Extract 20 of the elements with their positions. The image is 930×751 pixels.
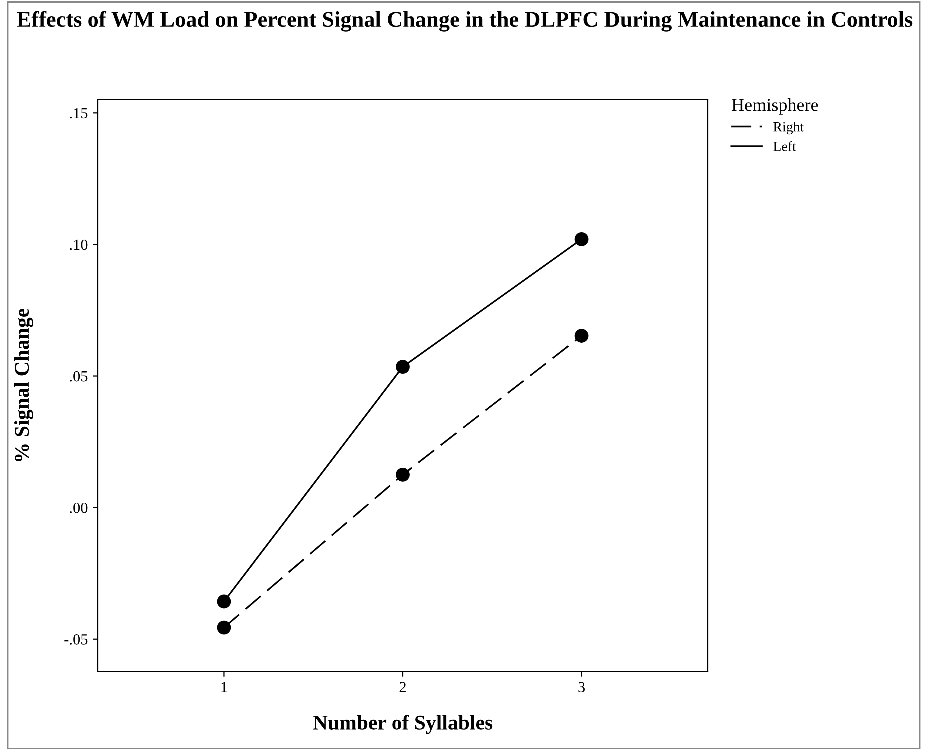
point bbox=[396, 360, 410, 374]
point bbox=[574, 329, 589, 343]
point bbox=[574, 232, 589, 246]
x-axis-title: Number of Syllables bbox=[313, 715, 493, 734]
legend-label: Left bbox=[774, 141, 796, 152]
y-axis-title: % Signal Change bbox=[14, 308, 34, 462]
x-tick-label: 1 bbox=[222, 682, 228, 692]
y-tick-label: .10 bbox=[70, 240, 88, 250]
point bbox=[396, 468, 410, 482]
chart-title: Effects of WM Load on Percent Signal Change in the DLPFC During Maintenance in Controls bbox=[17, 11, 913, 32]
y-tick-label: -.05 bbox=[64, 634, 88, 645]
point bbox=[217, 594, 232, 609]
y-tick-label: .15 bbox=[70, 108, 88, 119]
x-tick-label: 3 bbox=[578, 682, 586, 692]
y-tick-label: .05 bbox=[70, 371, 88, 382]
legend-title: Hemisphere bbox=[732, 98, 818, 115]
point bbox=[217, 620, 232, 635]
y-tick-label: .00 bbox=[70, 502, 88, 514]
x-tick-label: 2 bbox=[400, 682, 406, 692]
legend-label: Right bbox=[774, 122, 804, 135]
